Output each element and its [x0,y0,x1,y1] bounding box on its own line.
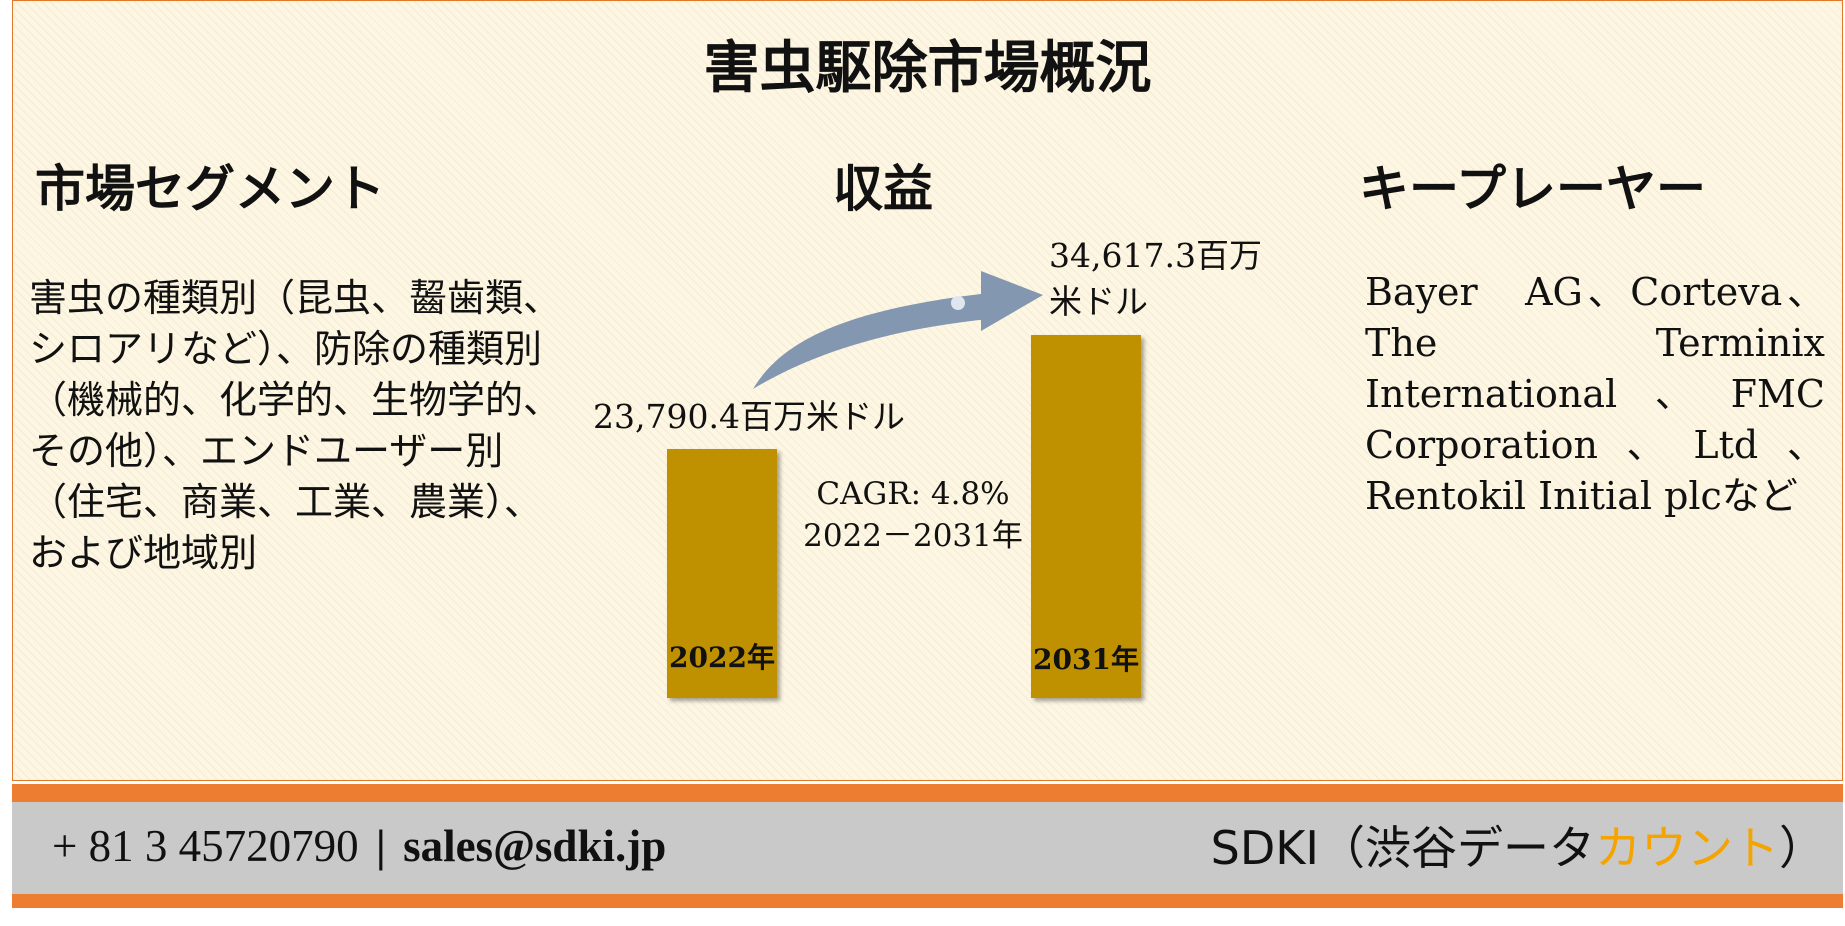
segments-heading: 市場セグメント [35,159,385,218]
bar-year-label-2022: 2022年 [669,641,775,674]
revenue-heading: 収益 [833,159,933,218]
footer-bottom-strip [12,894,1843,908]
brand-suffix: ） [1779,821,1825,875]
brand-accent: カウント [1595,821,1779,875]
segments-description: 害虫の種類別（昆虫、齧歯類、シロアリなど）、防除の種類別（機械的、化学的、生物学… [29,276,562,575]
footer-bar [12,802,1843,894]
brand-prefix: SDKI（渋谷データ [1210,821,1595,875]
bar-2031: 2031年 [1031,335,1141,698]
footer-top-strip [12,784,1843,802]
players-heading: キープレーヤー [1359,159,1706,218]
infographic-panel: 害虫駆除市場概況 市場セグメント 収益 キープレーヤー 害虫の種類別（昆虫、齧歯… [12,0,1843,781]
players-description: Bayer AG、Corteva、The Terminix Internatio… [1365,270,1825,518]
bar-2022: 2022年 [667,449,777,698]
contact-info: + 81 3 45720790 | sales@sdki.jp [52,820,666,872]
growth-arrow-icon [753,271,1043,389]
bar-value-label-2031: 34,617.3百万 米ドル [1049,236,1262,321]
bar-value-label-2022: 23,790.4百万米ドル [593,397,905,436]
bar-year-label-2031: 2031年 [1033,643,1139,676]
email-address: sales@sdki.jp [403,821,667,871]
cagr-rate: CAGR: 4.8% [816,476,1010,512]
cagr-period: 2022－2031年 [803,518,1023,554]
brand-name: SDKI（渋谷データカウント） [1211,812,1825,878]
page-title: 害虫駆除市場概況 [703,35,1152,101]
contact-separator: | [375,821,386,871]
cagr-label: CAGR: 4.8% 2022－2031年 [803,473,1023,557]
phone-number: + 81 3 45720790 [52,821,359,871]
